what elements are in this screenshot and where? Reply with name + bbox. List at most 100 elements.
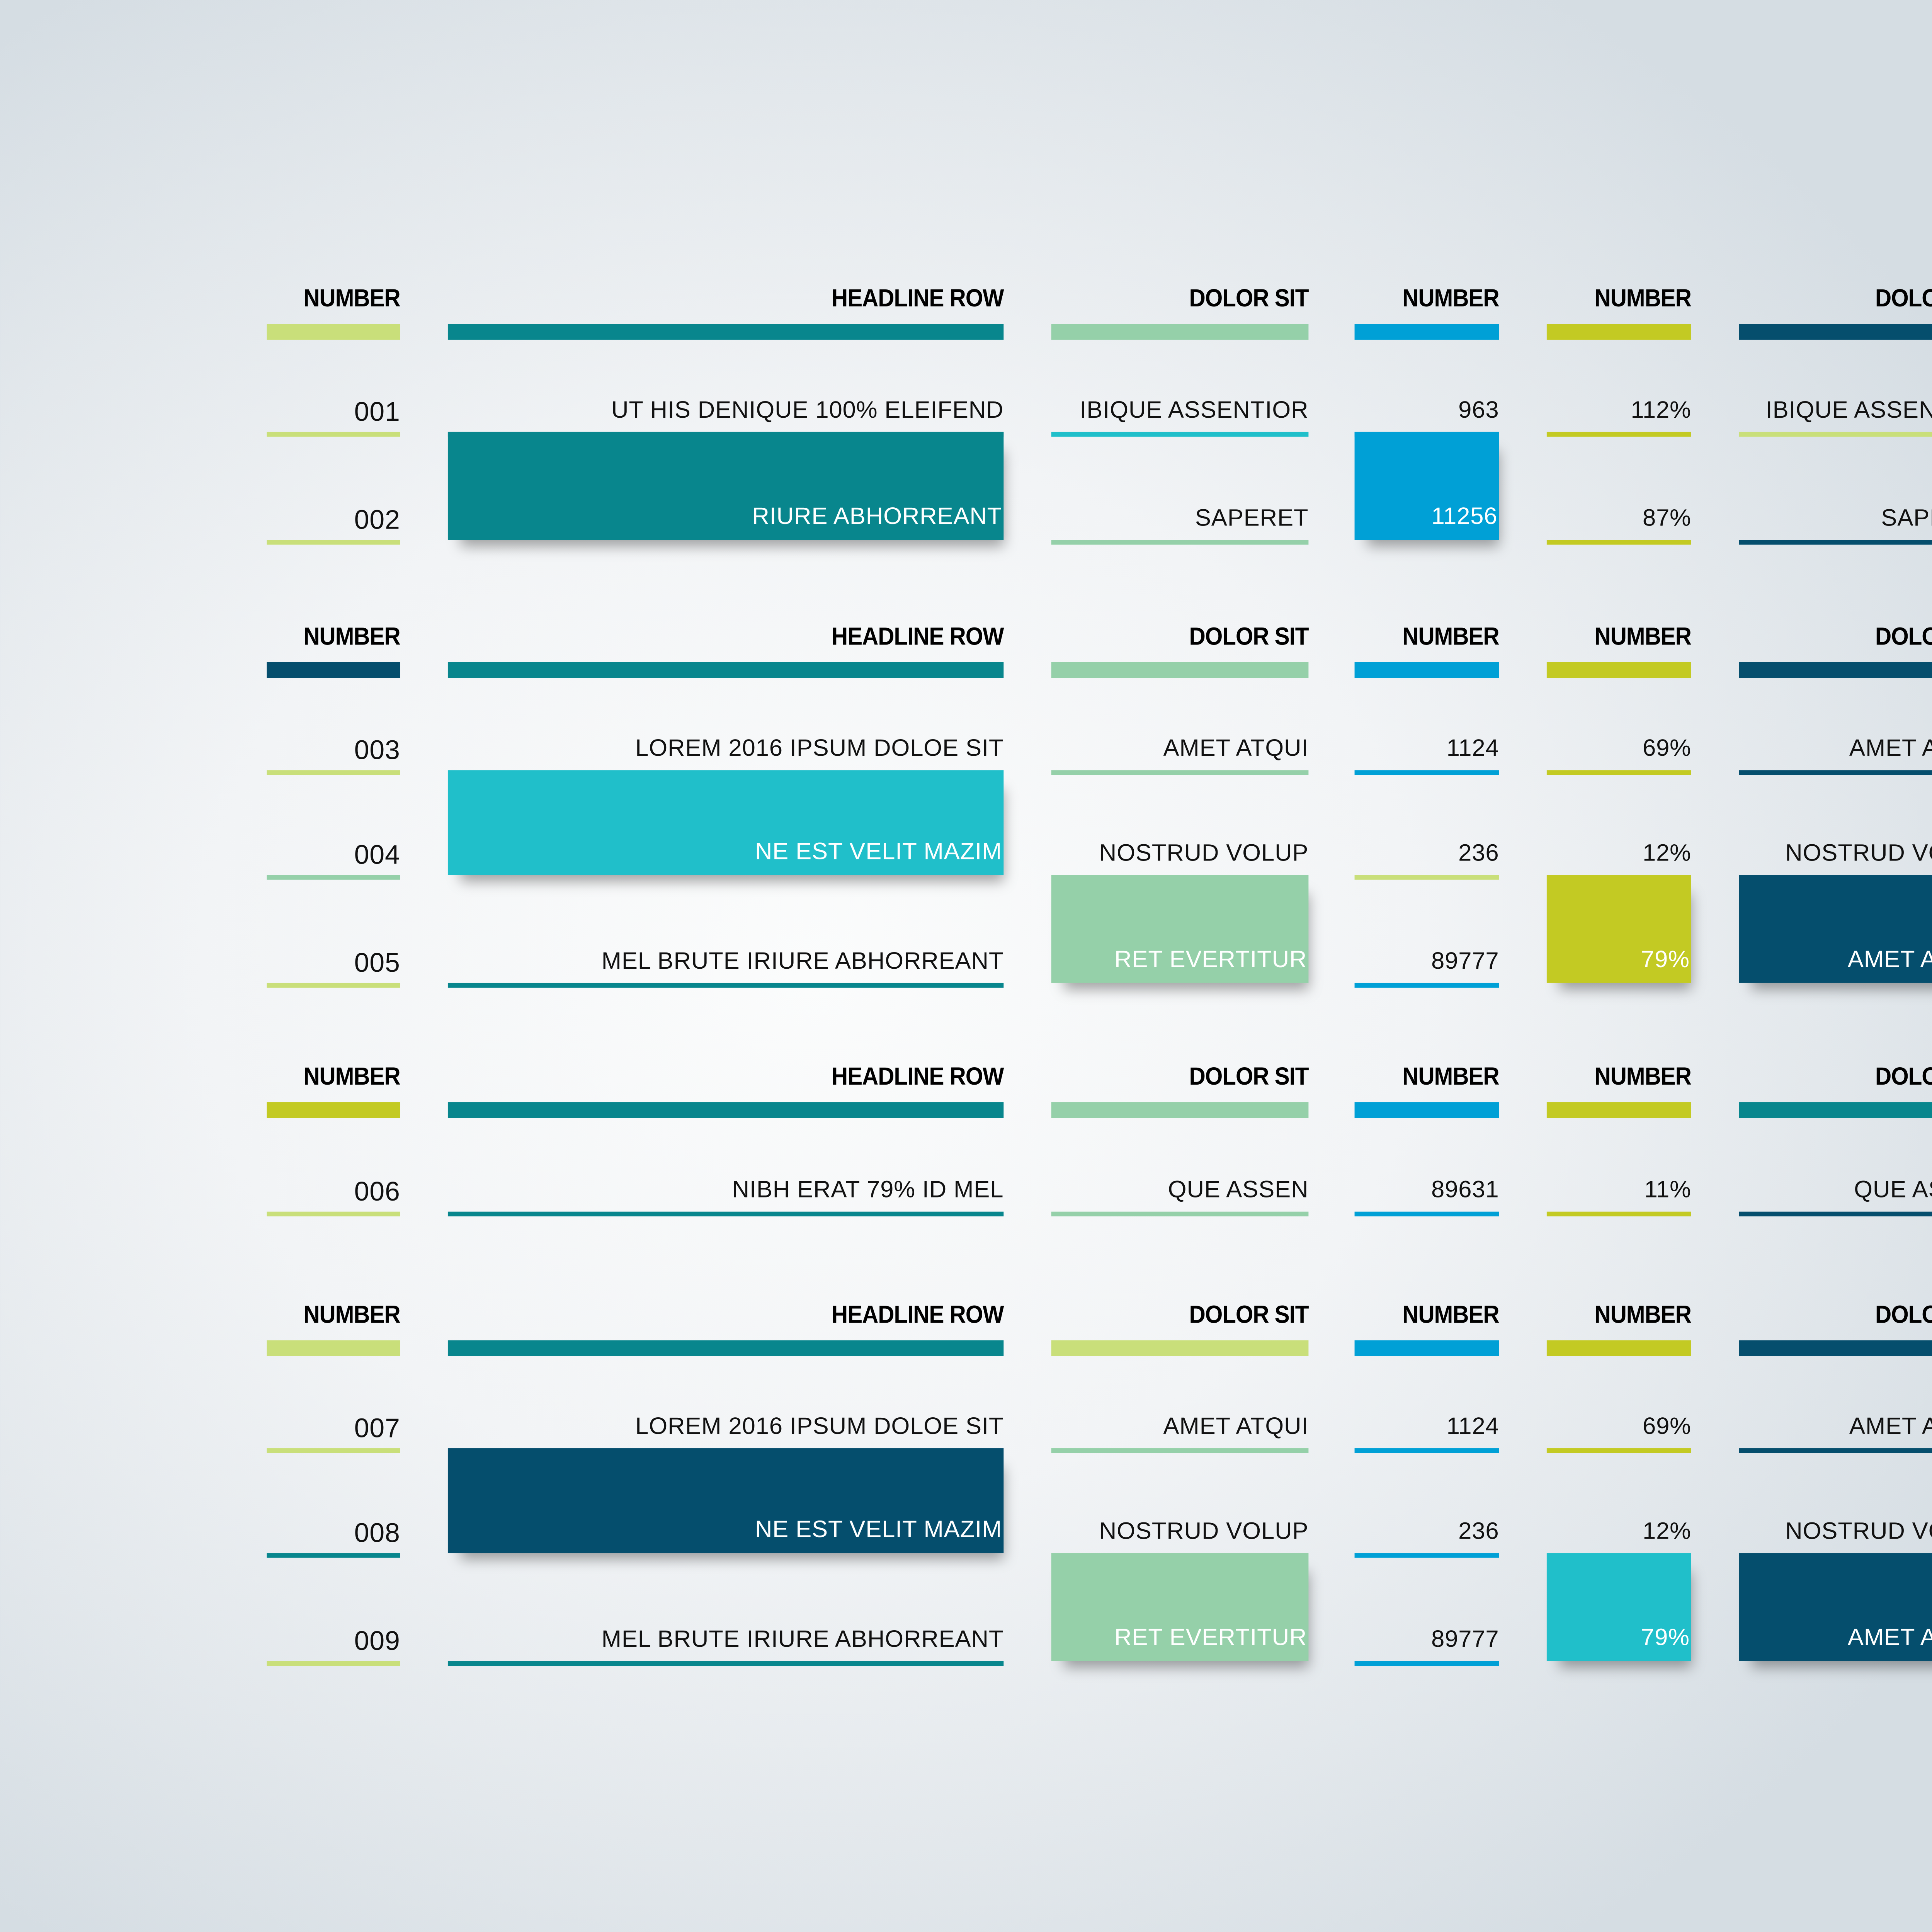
header-color-bar [447,662,1004,678]
column-header-number_lime: NUMBER [1594,286,1692,313]
row-underline [1739,1448,1932,1453]
table-cell: 87% [1642,505,1691,532]
row-underline [1354,432,1499,437]
table-cell: NOSTRUD VOLUP [1099,840,1309,867]
row-underline [1051,1448,1309,1453]
table-cell: QUE ASSEN [1854,1177,1932,1204]
table-cell: IBIQUE ASSENTIOR [1765,397,1932,424]
row-number: 009 [354,1626,400,1656]
row-number: 003 [354,735,400,765]
row-underline [1739,432,1932,437]
table-cell: SAPERET [1195,505,1309,532]
column-header-headline: HEADLINE ROW [831,624,1004,651]
header-color-bar [1051,662,1309,678]
header-color-bar [1354,1340,1499,1356]
table-cell: MEL BRUTE IRIURE ABHORREANT [601,1626,1004,1653]
column-header-number_blue: NUMBER [1402,1064,1500,1091]
row-underline [1739,540,1932,545]
row-underline [267,1661,400,1666]
header-color-bar [267,324,400,340]
table-cell: MEL BRUTE IRIURE ABHORREANT [601,948,1004,975]
header-color-bar [1354,662,1499,678]
highlight-block-text: 11256 [1431,503,1498,531]
table-cell: 89631 [1431,1177,1499,1204]
highlight-block-text: NE EST VELIT MAZIM [755,1516,1002,1544]
highlight-block: 79% [1546,1553,1691,1661]
column-header-number_lime: NUMBER [1594,1302,1692,1329]
column-header-headline: HEADLINE ROW [831,1302,1004,1329]
table-cell: LOREM 2016 IPSUM DOLOE SIT [635,735,1004,762]
header-color-bar [1739,1340,1932,1356]
column-header-dolor1: DOLOR SIT [1189,624,1309,651]
header-color-bar [1739,324,1932,340]
row-number: 007 [354,1413,400,1444]
row-number: 006 [354,1177,400,1207]
row-underline [1354,770,1499,775]
highlight-block-text: RET EVERTITUR [1114,946,1307,974]
highlight-block: NE EST VELIT MAZIM [447,770,1004,875]
row-underline [1354,875,1499,880]
row-underline [1546,1448,1691,1453]
row-underline [1354,1448,1499,1453]
table-cell: 89777 [1431,948,1499,975]
row-underline [447,432,1004,437]
row-underline [267,983,400,988]
highlight-block-text: 79% [1641,946,1690,974]
row-underline [267,432,400,437]
highlight-block: RET EVERTITUR [1051,1553,1309,1661]
table-cell: 236 [1458,1518,1499,1545]
header-color-bar [1546,1102,1691,1118]
header-color-bar [1546,662,1691,678]
table-cell: 1124 [1446,1413,1499,1440]
column-header-number_blue: NUMBER [1402,624,1500,651]
row-underline [1354,1553,1499,1558]
header-color-bar [1051,324,1309,340]
header-color-bar [1051,1340,1309,1356]
highlight-block-text: 79% [1641,1624,1690,1652]
table-cell: 89777 [1431,1626,1499,1653]
table-cell: 236 [1458,840,1499,867]
table-cell: AMET ATQUI [1163,735,1309,762]
header-color-bar [267,1340,400,1356]
column-header-number: NUMBER [303,1302,401,1329]
table-cell: SAPERET [1881,505,1932,532]
highlight-block: RIURE ABHORREANT [447,432,1004,540]
header-color-bar [1739,1102,1932,1118]
column-header-headline: HEADLINE ROW [831,286,1004,313]
table-cell: AMET ATQUI [1849,735,1932,762]
column-header-dolor2: DOLOR SIT [1875,624,1932,651]
row-underline [1051,1211,1309,1217]
highlight-block: 79% [1546,875,1691,983]
highlight-block-text: AMET ATQUI [1847,1624,1932,1652]
table-cell: AMET ATQUI [1163,1413,1309,1440]
row-underline [1739,1211,1932,1217]
highlight-block-text: RET EVERTITUR [1114,1624,1307,1652]
table-cell: 1124 [1446,735,1499,762]
column-header-number: NUMBER [303,1064,401,1091]
highlight-block: AMET ATQUI [1739,1553,1932,1661]
table-cell: LOREM 2016 IPSUM DOLOE SIT [635,1413,1004,1440]
row-underline [267,540,400,545]
highlight-block: RET EVERTITUR [1051,875,1309,983]
row-underline [267,1553,400,1558]
highlight-block-text: NE EST VELIT MAZIM [755,838,1002,866]
row-number: 001 [354,397,400,427]
row-underline [267,1211,400,1217]
row-underline [447,983,1004,988]
highlight-block: NE EST VELIT MAZIM [447,1448,1004,1553]
header-color-bar [1354,324,1499,340]
row-number: 002 [354,505,400,535]
table-cell: 11% [1644,1177,1691,1204]
column-header-number: NUMBER [303,624,401,651]
header-color-bar [1739,662,1932,678]
row-underline [1051,770,1309,775]
highlight-block-text: AMET ATQUI [1847,946,1932,974]
row-underline [1739,770,1932,775]
header-color-bar [1051,1102,1309,1118]
highlight-block: AMET ATQUI [1739,875,1932,983]
column-header-number_lime: NUMBER [1594,624,1692,651]
column-header-dolor1: DOLOR SIT [1189,286,1309,313]
row-underline [267,1448,400,1453]
table-cell: AMET ATQUI [1849,1413,1932,1440]
